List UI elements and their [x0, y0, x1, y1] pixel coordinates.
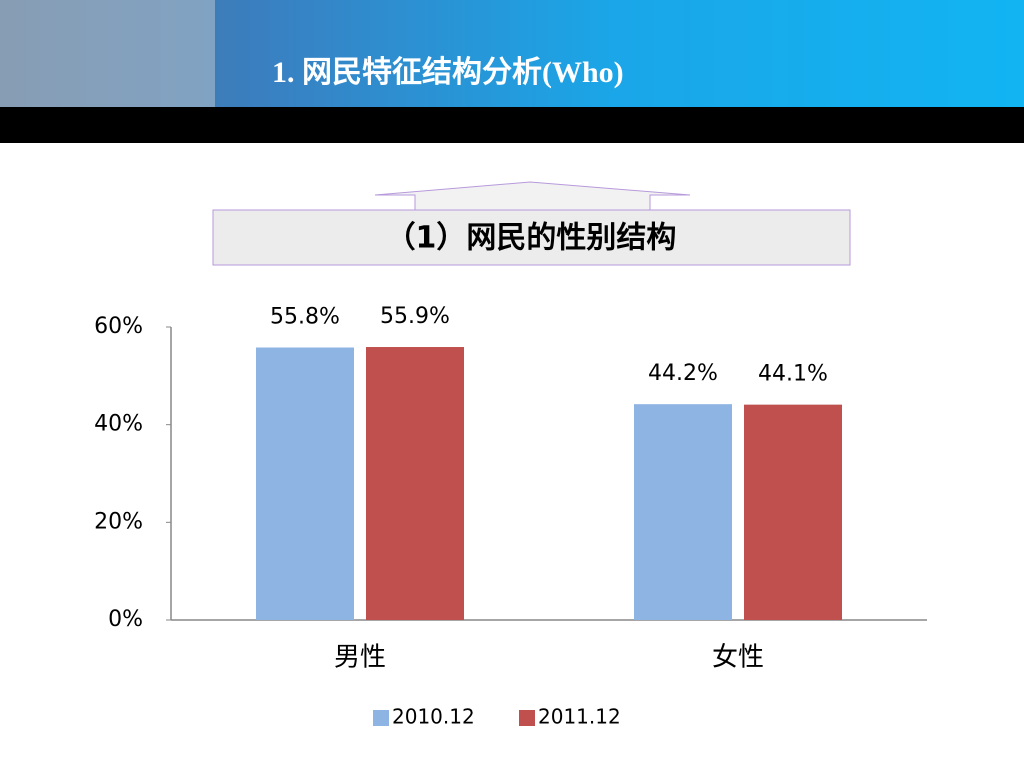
- value-label: 44.2%: [648, 361, 718, 386]
- subtitle-box: [212, 209, 851, 266]
- bar: [634, 404, 732, 620]
- legend-label: 2010.12: [392, 705, 475, 729]
- arrow-shape: [374, 181, 691, 211]
- value-label: 55.8%: [270, 305, 340, 330]
- value-label: 55.9%: [380, 304, 450, 329]
- x-tick-label: 女性: [712, 643, 764, 673]
- header-bar: [0, 107, 1024, 143]
- header-image: [0, 0, 215, 108]
- bar: [744, 404, 842, 620]
- subtitle: （1）网民的性别结构: [386, 221, 677, 256]
- legend-label: 2011.12: [538, 705, 621, 729]
- x-tick-label: 男性: [334, 643, 386, 673]
- bar: [256, 347, 354, 620]
- legend-swatch: [373, 710, 389, 726]
- y-tick-label: 20%: [94, 509, 143, 534]
- value-label: 44.1%: [758, 362, 828, 387]
- y-tick-label: 0%: [108, 607, 143, 632]
- bar: [366, 347, 464, 620]
- legend-swatch: [519, 710, 535, 726]
- slide-title: 1. 网民特征结构分析(Who): [272, 56, 624, 89]
- y-tick-label: 40%: [94, 412, 143, 437]
- y-tick-label: 60%: [94, 314, 143, 339]
